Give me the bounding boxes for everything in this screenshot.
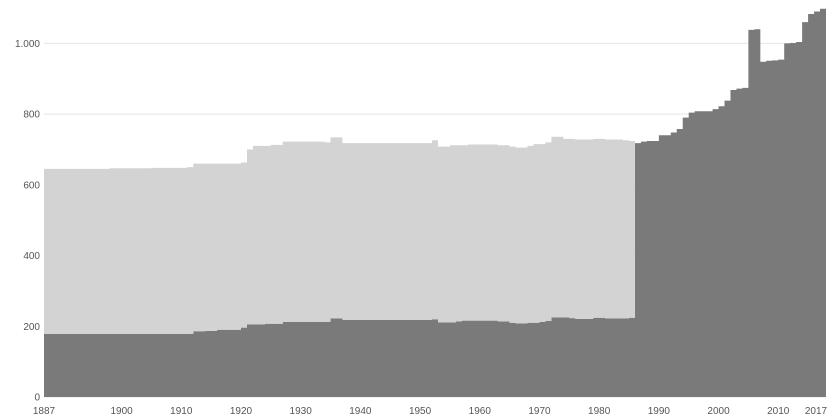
x-tick-label: 1970 [528,406,551,417]
area-series [44,8,826,397]
x-tick-label: 1990 [648,406,671,417]
x-tick-label: 2000 [707,406,730,417]
y-tick-label: 200 [23,322,40,333]
x-tick-label: 1910 [170,406,193,417]
x-tick-label: 2010 [767,406,790,417]
y-axis-tick-labels: 0 200 400 600 800 1.000 [15,39,40,404]
x-tick-label: 1900 [110,406,133,417]
x-axis-tick-labels: 1887 1900 1910 1920 1930 1940 1950 1960 1970 1980… [33,406,828,417]
area-series-2 [44,136,635,335]
x-tick-label: 1887 [33,406,56,417]
x-tick-label: 1980 [588,406,611,417]
x-tick-label: 1960 [469,406,492,417]
x-tick-label: 1930 [290,406,313,417]
area-series-1 [44,8,826,397]
x-tick-label: 1940 [349,406,372,417]
y-tick-label: 1.000 [15,39,40,50]
y-tick-label: 400 [23,251,40,262]
x-tick-label: 2017 [805,406,828,417]
y-tick-label: 800 [23,110,40,121]
y-tick-label: 0 [34,393,40,404]
x-tick-label: 1950 [409,406,432,417]
x-tick-label: 1920 [230,406,253,417]
y-tick-label: 600 [23,180,40,191]
